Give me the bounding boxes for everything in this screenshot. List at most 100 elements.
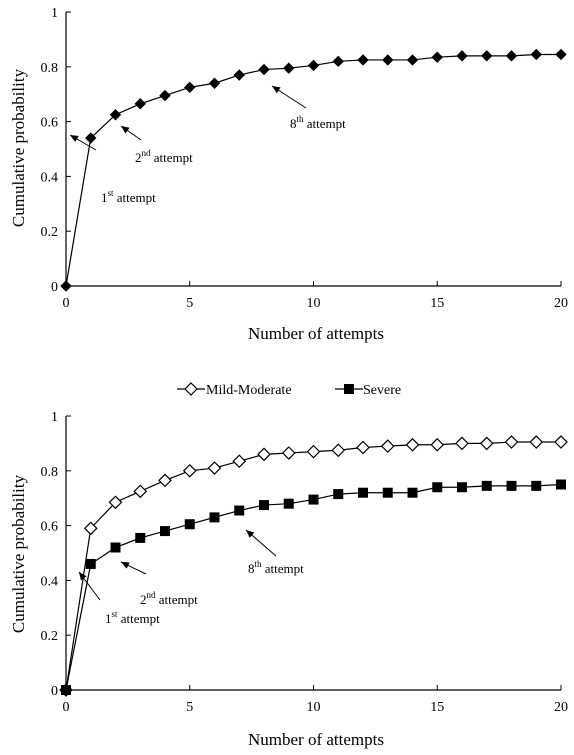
data-point [110, 542, 121, 553]
legend-item: Mild-Moderate [177, 382, 292, 398]
data-point [555, 48, 567, 61]
annotation-label: 8th attempt [248, 559, 304, 576]
series-line [65, 441, 561, 691]
data-point [432, 482, 443, 493]
series-line [65, 483, 562, 691]
y-tick-label: 1 [51, 6, 58, 21]
data-point [135, 532, 146, 543]
annotation-arrowhead-icon [272, 86, 281, 94]
data-point [481, 480, 492, 491]
y-tick-label: 0.8 [41, 465, 59, 480]
annotation-superscript: nd [147, 590, 157, 600]
annotation-label: 2nd attempt [135, 148, 193, 165]
annotation-arrowhead-icon [121, 126, 130, 134]
series-1 [60, 48, 567, 292]
data-point [283, 498, 294, 509]
data-point [232, 454, 247, 469]
series-mild-moderate [59, 435, 568, 697]
data-point [281, 446, 296, 460]
data-point [85, 132, 97, 144]
annotation-number: 2 [135, 150, 142, 165]
x-tick-label: 20 [554, 700, 568, 715]
x-tick-label: 10 [307, 296, 321, 311]
data-point [405, 437, 420, 452]
annotation-label: 2nd attempt [140, 590, 198, 607]
data-point [382, 54, 394, 66]
annotation-superscript: st [108, 188, 115, 198]
data-point [109, 109, 122, 121]
y-tick-label: 0.4 [41, 574, 59, 589]
series-severe [61, 479, 566, 695]
annotation-text: attempt [156, 592, 199, 607]
data-point [554, 435, 568, 449]
annotation-text: attempt [262, 561, 305, 576]
data-point [479, 436, 494, 451]
data-point [209, 512, 220, 523]
x-axis-title: Number of attempts [248, 324, 384, 343]
annotation-label: 1st attempt [105, 609, 160, 626]
data-point [207, 461, 222, 475]
legend-label: Severe [363, 383, 401, 398]
data-point [530, 48, 542, 61]
filled-square-icon [344, 384, 354, 394]
annotation-label: 1st attempt [101, 188, 156, 205]
data-point [259, 500, 269, 511]
y-tick-label: 0.2 [41, 629, 59, 644]
y-tick-label: 0 [51, 684, 58, 699]
data-point [333, 489, 344, 500]
legend: Mild-Moderate Severe [177, 382, 401, 398]
annotation-arrowhead-icon [246, 530, 255, 538]
x-tick-label: 20 [554, 296, 568, 311]
annotation-arrowhead-icon [79, 572, 87, 581]
annotation-superscript: st [112, 609, 119, 619]
annotation-arrowhead-icon [70, 135, 79, 143]
annotation-number: 1 [105, 611, 112, 626]
annotation-superscript: th [255, 559, 263, 569]
x-tick-label: 15 [430, 700, 444, 715]
annotation-text: attempt [118, 611, 161, 626]
data-point [456, 50, 468, 62]
x-tick-label: 15 [430, 296, 444, 311]
data-point [306, 444, 321, 459]
data-point [134, 98, 146, 110]
data-point [258, 63, 270, 76]
data-point [184, 81, 196, 94]
data-point [307, 59, 320, 72]
data-point [182, 463, 197, 478]
x-tick-label: 0 [63, 700, 70, 715]
data-point [506, 480, 517, 491]
data-point [208, 77, 221, 89]
data-point [407, 487, 418, 498]
data-point [481, 50, 493, 62]
data-point [505, 50, 518, 62]
data-point [308, 494, 319, 505]
annotation-superscript: nd [142, 148, 152, 158]
data-point [430, 437, 445, 452]
y-axis-title: Cumulative probability [9, 474, 28, 633]
annotation-text: attempt [114, 190, 157, 205]
data-point [283, 62, 295, 74]
y-tick-label: 0.8 [41, 61, 59, 76]
annotation-number: 2 [140, 592, 147, 607]
data-point [108, 495, 123, 510]
data-point [83, 521, 98, 536]
data-point [332, 55, 344, 68]
annotation-number: 1 [101, 190, 108, 205]
data-point [431, 51, 443, 63]
data-point [234, 505, 245, 516]
data-point [60, 280, 72, 292]
data-point [160, 526, 170, 537]
y-tick-label: 0 [51, 280, 58, 295]
data-point [457, 482, 467, 493]
data-point [406, 54, 419, 66]
data-point [331, 443, 346, 458]
data-point [233, 69, 245, 81]
data-point [133, 484, 148, 499]
data-point [529, 435, 544, 449]
data-point [257, 447, 271, 462]
annotation-text: attempt [151, 150, 194, 165]
data-point [455, 436, 469, 451]
